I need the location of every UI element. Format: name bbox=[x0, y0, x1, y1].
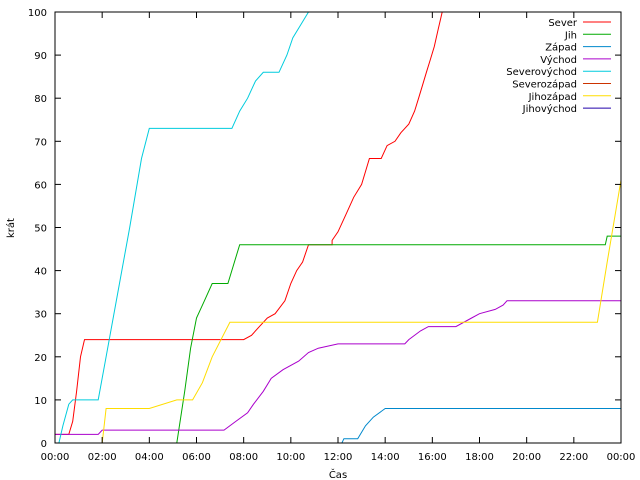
legend-label: Jih bbox=[564, 30, 577, 41]
x-tick-label: 20:00 bbox=[512, 452, 541, 463]
series-layer bbox=[55, 11, 622, 444]
x-tick-label: 22:00 bbox=[559, 452, 588, 463]
legend-label: Východ bbox=[540, 54, 577, 66]
y-tick-label: 50 bbox=[34, 224, 47, 235]
legend-label: Jihovýchod bbox=[522, 103, 577, 115]
legend-label: Severovýchod bbox=[506, 66, 577, 78]
y-axis-ticks: 0 10 20 30 40 50 60 70 80 90 100 bbox=[28, 8, 621, 450]
y-tick-label: 40 bbox=[34, 267, 47, 278]
series-line-severovýchod bbox=[55, 11, 309, 444]
legend-label: Jihozápad bbox=[528, 91, 577, 103]
series-line-západ bbox=[55, 408, 621, 444]
series-line-sever bbox=[55, 11, 443, 435]
y-tick-label: 70 bbox=[34, 137, 47, 148]
legend-label: Severozápad bbox=[512, 79, 577, 91]
x-tick-label: 14:00 bbox=[371, 452, 400, 463]
x-tick-label: 12:00 bbox=[324, 452, 353, 463]
x-tick-label: 04:00 bbox=[135, 452, 164, 463]
x-tick-label: 02:00 bbox=[88, 452, 117, 463]
x-axis-label: Čas bbox=[329, 468, 347, 480]
x-tick-label: 18:00 bbox=[465, 452, 494, 463]
series-line-východ bbox=[55, 300, 621, 435]
y-axis-label: krát bbox=[5, 218, 17, 238]
y-tick-label: 60 bbox=[34, 180, 47, 191]
x-tick-label: 08:00 bbox=[229, 452, 258, 463]
x-tick-label: 16:00 bbox=[418, 452, 447, 463]
x-tick-label: 06:00 bbox=[182, 452, 211, 463]
plot-frame bbox=[54, 11, 622, 444]
x-axis-ticks: 00:00 02:00 04:00 06:00 08:00 10:00 12:00 14:00… bbox=[41, 12, 636, 463]
series-line-jihozápad bbox=[55, 180, 622, 444]
legend: SeverJihZápadVýchodSeverovýchodSeverozáp… bbox=[506, 18, 611, 115]
y-tick-label: 0 bbox=[41, 439, 47, 450]
legend-label: Sever bbox=[548, 18, 578, 29]
y-tick-label: 90 bbox=[34, 51, 47, 62]
y-tick-label: 20 bbox=[34, 353, 47, 364]
y-tick-label: 30 bbox=[34, 310, 47, 321]
x-tick-label: 10:00 bbox=[276, 452, 305, 463]
x-tick-label: 00:00 bbox=[41, 452, 70, 463]
y-tick-label: 100 bbox=[28, 8, 47, 19]
x-tick-label: 00:00 bbox=[607, 452, 636, 463]
y-tick-label: 80 bbox=[34, 94, 47, 105]
legend-label: Západ bbox=[545, 42, 577, 54]
y-tick-label: 10 bbox=[34, 396, 47, 407]
